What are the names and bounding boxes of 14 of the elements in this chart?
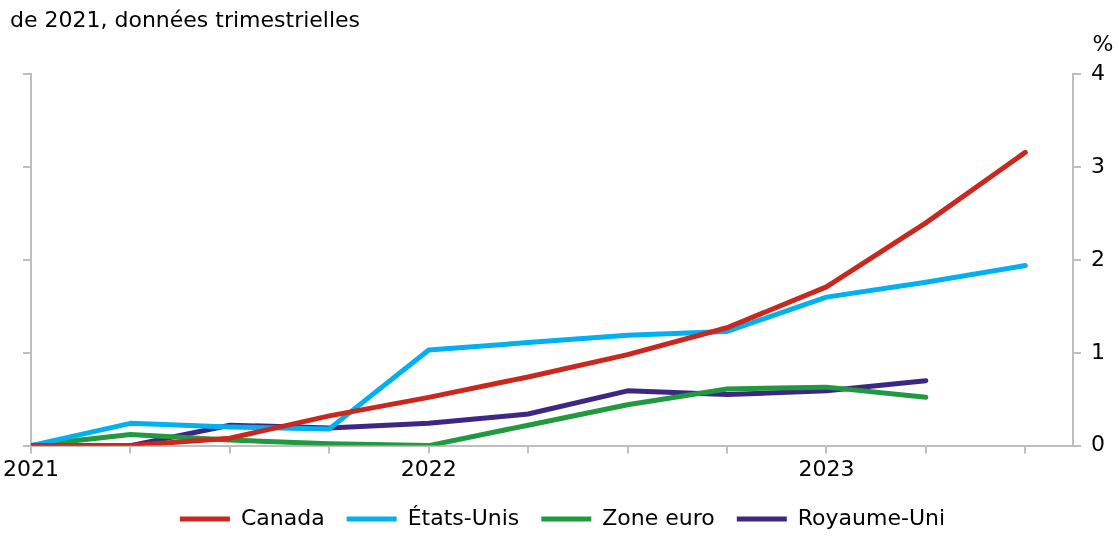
- x-tick-label: 2021: [2, 455, 59, 481]
- y-tick-label: 2: [1091, 245, 1105, 271]
- y-axis-title: %: [1092, 31, 1114, 57]
- legend-label: Zone euro: [602, 504, 715, 530]
- y-tick-label: 1: [1091, 338, 1105, 364]
- x-tick-label: 2023: [798, 455, 855, 481]
- chart-title: de 2021, données trimestrielles: [10, 6, 361, 32]
- legend-label: Canada: [240, 504, 325, 530]
- x-tick-label: 2022: [400, 455, 457, 481]
- y-tick-label: 0: [1091, 431, 1105, 457]
- legend-label: Royaume-Uni: [797, 504, 946, 530]
- y-tick-label: 3: [1091, 152, 1105, 178]
- legend-label: États-Unis: [407, 504, 520, 530]
- y-tick-label: 4: [1091, 60, 1105, 86]
